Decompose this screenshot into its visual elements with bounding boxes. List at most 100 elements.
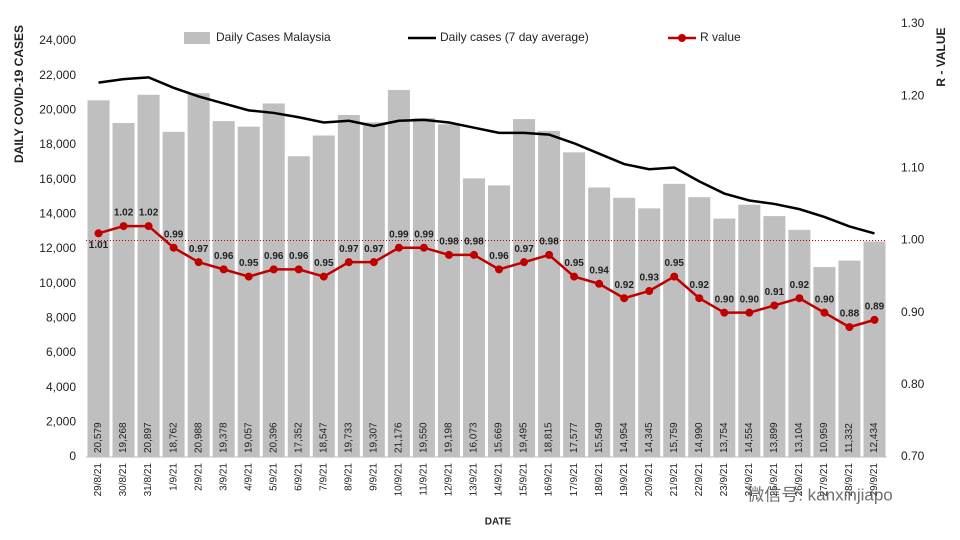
bar bbox=[312, 135, 335, 457]
bar bbox=[638, 208, 661, 457]
x-tick-label: 8/9/21 bbox=[343, 463, 354, 491]
x-tick-label: 9/9/21 bbox=[369, 463, 380, 491]
r-label: 0.95 bbox=[665, 258, 685, 269]
bar bbox=[588, 187, 611, 457]
r-label: 1.02 bbox=[139, 208, 159, 219]
r-label: 0.94 bbox=[589, 265, 609, 276]
x-tick-label: 1/9/21 bbox=[168, 463, 179, 491]
marker bbox=[194, 258, 203, 267]
bar bbox=[262, 103, 285, 457]
r-label: 1.01 bbox=[89, 240, 109, 251]
x-tick-label: 20/9/21 bbox=[644, 463, 655, 497]
y2-tick-label: 0.90 bbox=[901, 305, 925, 319]
marker bbox=[820, 308, 829, 317]
bar bbox=[462, 178, 485, 457]
bar bbox=[187, 93, 210, 457]
r-label: 0.98 bbox=[464, 237, 484, 248]
marker bbox=[595, 279, 604, 288]
marker bbox=[645, 287, 654, 296]
x-tick-label: 29/9/21 bbox=[869, 463, 880, 497]
y-tick-label: 18,000 bbox=[39, 137, 76, 151]
r-label: 0.99 bbox=[414, 229, 434, 240]
marker bbox=[770, 301, 779, 310]
y-tick-label: 16,000 bbox=[39, 172, 76, 186]
r-label: 1.02 bbox=[114, 208, 134, 219]
x-tick-label: 25/9/21 bbox=[769, 463, 780, 497]
marker bbox=[695, 294, 704, 303]
bar bbox=[387, 89, 410, 457]
r-label: 0.97 bbox=[364, 244, 384, 255]
bar bbox=[287, 156, 310, 457]
r-label: 0.91 bbox=[765, 287, 785, 298]
bar bbox=[488, 185, 511, 458]
r-label: 0.97 bbox=[339, 244, 359, 255]
bar bbox=[112, 123, 135, 457]
marker bbox=[294, 265, 303, 274]
marker bbox=[469, 250, 478, 259]
bar-label: 19,307 bbox=[369, 422, 380, 453]
y-tick-label: 22,000 bbox=[39, 68, 76, 82]
marker bbox=[344, 258, 353, 267]
r-label: 0.93 bbox=[639, 273, 659, 284]
bar-label: 16,073 bbox=[469, 422, 480, 453]
bar-label: 18,762 bbox=[168, 422, 179, 453]
x-tick-label: 24/9/21 bbox=[744, 463, 755, 497]
r-label: 0.90 bbox=[715, 294, 735, 305]
bar-label: 13,754 bbox=[719, 422, 730, 453]
marker bbox=[870, 315, 879, 324]
marker bbox=[570, 272, 579, 281]
bar-label: 11,332 bbox=[844, 423, 855, 453]
r-label: 0.98 bbox=[539, 237, 559, 248]
y2-tick-label: 1.00 bbox=[901, 233, 925, 247]
marker bbox=[144, 222, 153, 231]
marker bbox=[244, 272, 253, 281]
x-tick-label: 3/9/21 bbox=[218, 463, 229, 491]
y-axis-label: DAILY COVID-19 CASES bbox=[12, 25, 26, 163]
r-label: 0.92 bbox=[790, 280, 810, 291]
bar-label: 17,577 bbox=[569, 422, 580, 453]
x-tick-label: 18/9/21 bbox=[594, 463, 605, 497]
y-tick-label: 20,000 bbox=[39, 103, 76, 117]
y2-tick-label: 1.10 bbox=[901, 161, 925, 175]
x-tick-label: 17/9/21 bbox=[569, 463, 580, 497]
y-tick-label: 14,000 bbox=[39, 207, 76, 221]
bar-label: 20,396 bbox=[268, 422, 279, 453]
y2-tick-label: 1.20 bbox=[901, 88, 925, 102]
r-label: 0.90 bbox=[815, 294, 835, 305]
r-label: 0.99 bbox=[389, 229, 409, 240]
bar bbox=[663, 183, 686, 457]
r-label: 0.97 bbox=[189, 244, 209, 255]
marker bbox=[495, 265, 504, 274]
bar bbox=[437, 124, 460, 457]
marker bbox=[845, 323, 854, 332]
x-tick-label: 11/9/21 bbox=[419, 463, 430, 496]
bar-label: 19,495 bbox=[519, 422, 530, 453]
marker bbox=[219, 265, 228, 274]
r-label: 0.96 bbox=[214, 251, 234, 262]
bar-label: 20,897 bbox=[143, 422, 154, 453]
line bbox=[98, 224, 875, 329]
line bbox=[98, 76, 875, 235]
bar-label: 15,759 bbox=[669, 422, 680, 453]
bar-label: 19,733 bbox=[343, 422, 354, 453]
bar bbox=[87, 100, 110, 457]
bar bbox=[713, 218, 736, 457]
marker bbox=[620, 294, 629, 303]
marker bbox=[545, 250, 554, 259]
bar-label: 14,954 bbox=[619, 422, 630, 453]
x-tick-label: 14/9/21 bbox=[494, 463, 505, 497]
marker bbox=[795, 294, 804, 303]
bar-label: 10,959 bbox=[819, 422, 830, 453]
bar-label: 15,669 bbox=[494, 422, 505, 453]
bar-label: 20,988 bbox=[193, 422, 204, 453]
bar bbox=[337, 114, 360, 457]
r-label: 0.95 bbox=[314, 258, 334, 269]
legend-label: Daily Cases Malaysia bbox=[216, 30, 331, 44]
marker bbox=[394, 243, 403, 252]
bar-label: 15,549 bbox=[594, 422, 605, 453]
x-tick-label: 15/9/21 bbox=[519, 463, 530, 497]
bar bbox=[412, 118, 435, 457]
marker bbox=[169, 243, 178, 252]
marker bbox=[119, 222, 128, 231]
